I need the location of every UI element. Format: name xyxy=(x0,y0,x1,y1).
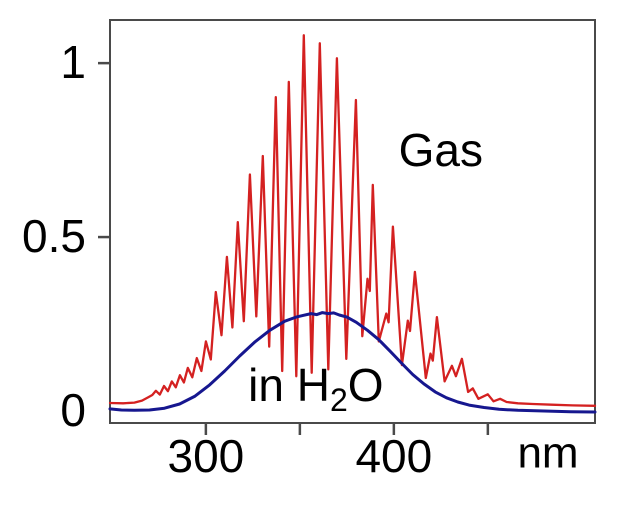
y-tick-label: 0.5 xyxy=(22,210,86,262)
plot-frame xyxy=(109,19,596,424)
gas-line xyxy=(108,34,597,407)
subscript-text: 2 xyxy=(330,382,348,418)
x-tick-label: 400 xyxy=(355,430,432,482)
annotation-text: O xyxy=(348,359,384,411)
gas-label: Gas xyxy=(399,124,483,176)
x-axis-unit-label: nm xyxy=(517,429,578,478)
annotation-text: Gas xyxy=(399,124,483,176)
x-tick-label: 300 xyxy=(167,430,244,482)
h2o-line xyxy=(108,311,597,414)
y-tick-label: 0 xyxy=(60,384,86,436)
annotation-text: in H xyxy=(248,359,330,411)
in-h2o-label: in H2O xyxy=(248,359,383,418)
y-tick-label: 1 xyxy=(60,36,86,88)
